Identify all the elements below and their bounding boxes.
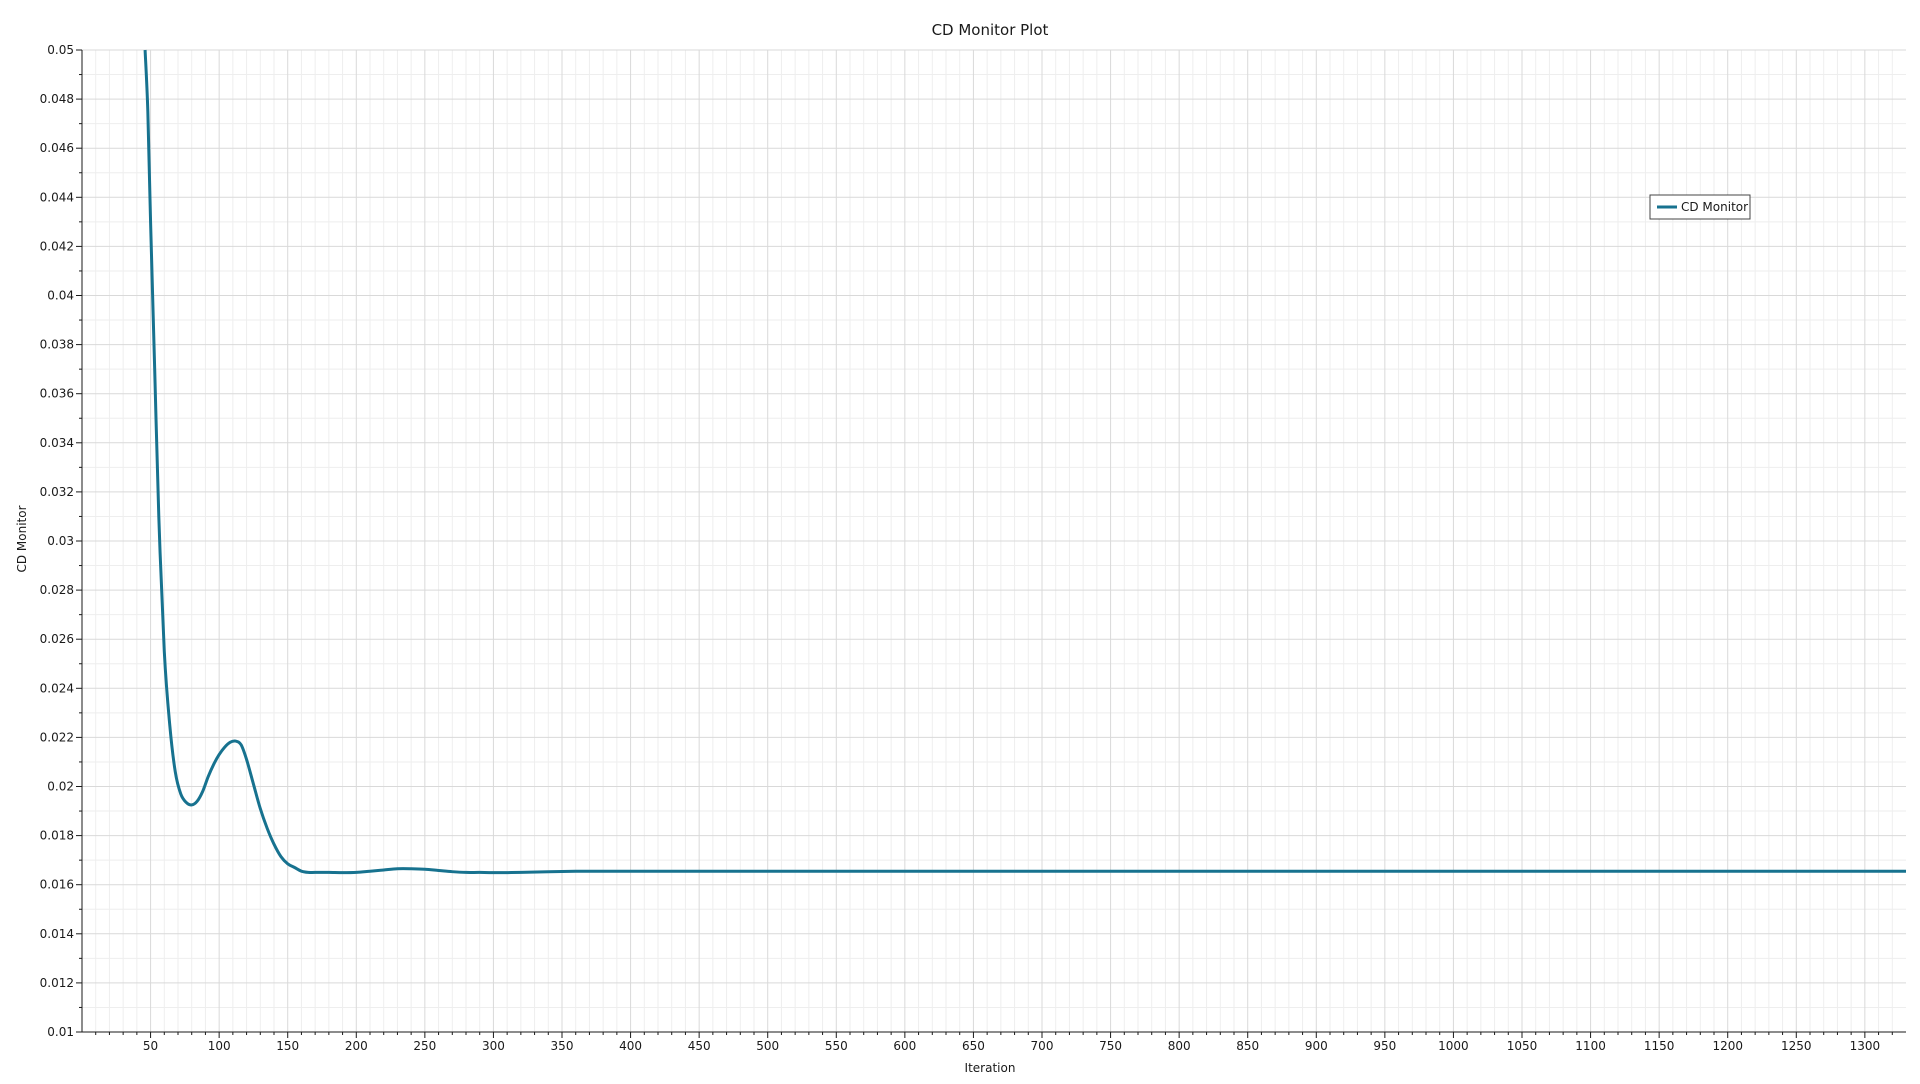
x-tick-label: 50	[143, 1039, 158, 1053]
chart-title: CD Monitor Plot	[932, 21, 1049, 39]
y-tick-label: 0.026	[40, 632, 74, 646]
y-axis-label: CD Monitor	[15, 505, 29, 572]
x-tick-label: 1150	[1644, 1039, 1675, 1053]
x-tick-label: 850	[1236, 1039, 1259, 1053]
y-tick-label: 0.014	[40, 927, 74, 941]
y-tick-label: 0.042	[40, 239, 74, 253]
x-tick-label: 1200	[1712, 1039, 1743, 1053]
x-tick-label: 450	[688, 1039, 711, 1053]
axes-layer: 50 100 150 200 250 300 350 400 450 500 550 600 650 70…	[40, 43, 1906, 1053]
x-tick-label: 700	[1031, 1039, 1054, 1053]
y-tick-label: 0.038	[40, 338, 74, 352]
x-tick-label: 300	[482, 1039, 505, 1053]
y-tick-label: 0.032	[40, 485, 74, 499]
x-tick-label: 1100	[1575, 1039, 1606, 1053]
grid-layer	[82, 49, 1906, 1033]
series-layer	[143, 49, 1906, 875]
x-tick-label: 350	[551, 1039, 574, 1053]
x-tick-label: 1000	[1438, 1039, 1469, 1053]
y-tick-label: 0.012	[40, 976, 74, 990]
x-tick-label: 750	[1099, 1039, 1122, 1053]
y-tick-label: 0.018	[40, 829, 74, 843]
y-tick-label: 0.02	[47, 780, 74, 794]
x-tick-label: 150	[276, 1039, 299, 1053]
x-tick-label: 650	[962, 1039, 985, 1053]
y-tick-label: 0.046	[40, 141, 74, 155]
y-tick-label: 0.028	[40, 583, 74, 597]
y-tick-label: 0.024	[40, 681, 74, 695]
x-tick-label: 200	[345, 1039, 368, 1053]
legend: CD Monitor	[1649, 194, 1751, 220]
x-tick-label: 550	[825, 1039, 848, 1053]
x-tick-label: 400	[619, 1039, 642, 1053]
y-tick-label: 0.044	[40, 190, 74, 204]
x-tick-label: 250	[413, 1039, 436, 1053]
x-tick-label: 1300	[1850, 1039, 1881, 1053]
legend-label: CD Monitor	[1681, 200, 1748, 214]
x-tick-label: 950	[1373, 1039, 1396, 1053]
y-tick-label: 0.04	[47, 289, 74, 303]
x-tick-label: 600	[893, 1039, 916, 1053]
x-axis-label: Iteration	[965, 1061, 1016, 1075]
y-tick-label: 0.05	[47, 43, 74, 57]
x-tick-label: 100	[208, 1039, 231, 1053]
y-tick-label: 0.03	[47, 534, 74, 548]
y-tick-label: 0.034	[40, 436, 74, 450]
y-tick-label: 0.022	[40, 730, 74, 744]
y-tick-label: 0.048	[40, 92, 74, 106]
y-tick-label: 0.036	[40, 387, 74, 401]
x-tick-label: 900	[1305, 1039, 1328, 1053]
series-line-cd-monitor	[143, 49, 1906, 875]
y-tick-label: 0.01	[47, 1025, 74, 1039]
labels-layer: CD Monitor Plot Iteration CD Monitor	[15, 21, 1049, 1075]
x-tick-label: 1050	[1507, 1039, 1538, 1053]
x-tick-label: 800	[1168, 1039, 1191, 1053]
x-tick-label: 1250	[1781, 1039, 1812, 1053]
y-tick-label: 0.016	[40, 878, 74, 892]
x-tick-label: 500	[756, 1039, 779, 1053]
